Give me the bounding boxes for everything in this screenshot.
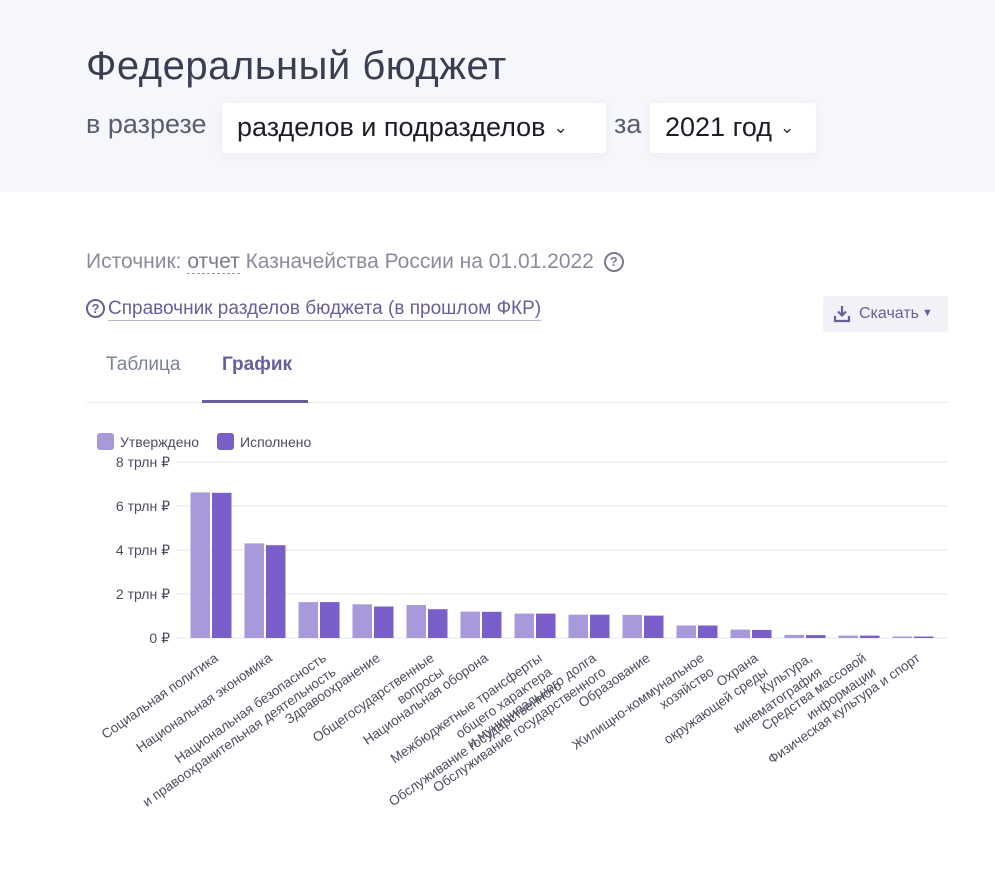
bar-approved[interactable]	[784, 634, 805, 638]
reference-link-label: Справочник разделов бюджета (в прошлом Ф…	[108, 298, 542, 321]
bar-approved[interactable]	[676, 625, 697, 639]
bar-approved[interactable]	[838, 635, 859, 638]
bar-executed[interactable]	[752, 629, 772, 638]
bar-approved[interactable]	[892, 636, 913, 639]
bar-approved[interactable]	[568, 614, 589, 638]
year-select[interactable]: 2021 год ⌄	[650, 103, 816, 153]
reference-link[interactable]: ? Справочник разделов бюджета (в прошлом …	[86, 298, 542, 321]
bar-approved[interactable]	[514, 613, 535, 638]
prefix-text: в разрезе	[86, 109, 207, 139]
y-tick-label: 4 трлн ₽	[116, 542, 170, 558]
download-icon	[833, 306, 851, 323]
bar-executed[interactable]	[860, 635, 880, 638]
year-value: 2021 год	[665, 112, 772, 142]
bar-approved[interactable]	[460, 611, 481, 638]
source-link[interactable]: отчет	[187, 250, 240, 274]
breakdown-select[interactable]: разделов и подразделов ⌄	[222, 103, 606, 153]
bar-approved[interactable]	[352, 604, 373, 638]
legend-swatch-executed[interactable]	[217, 433, 234, 450]
bar-executed[interactable]	[644, 615, 664, 638]
view-tabs: Таблица График	[86, 340, 948, 403]
header: Федеральный бюджет в разрезе разделов и …	[0, 0, 995, 192]
bar-approved[interactable]	[622, 614, 643, 638]
bar-executed[interactable]	[914, 636, 934, 639]
bar-executed[interactable]	[482, 611, 502, 638]
chevron-down-icon: ▼	[922, 307, 933, 319]
y-tick-label: 6 трлн ₽	[116, 498, 170, 514]
download-button[interactable]: Скачать ▼	[823, 296, 948, 332]
bar-approved[interactable]	[730, 629, 751, 638]
source-line: Источник: отчет Казначейства России на 0…	[86, 250, 624, 274]
bar-executed[interactable]	[266, 545, 286, 638]
y-tick-label: 8 трлн ₽	[116, 454, 170, 470]
legend-label-executed: Исполнено	[240, 434, 312, 450]
legend-label-approved: Утверждено	[120, 434, 199, 450]
chart-legend: Утверждено Исполнено	[97, 433, 312, 450]
chevron-down-icon: ⌄	[780, 118, 795, 137]
bar-approved[interactable]	[298, 602, 319, 638]
bar-executed[interactable]	[806, 635, 826, 638]
mid-text: за	[614, 109, 642, 139]
tab-chart[interactable]: График	[222, 354, 293, 375]
help-icon[interactable]: ?	[603, 252, 624, 272]
question-circle-icon: ?	[86, 299, 105, 318]
bar-executed[interactable]	[590, 614, 610, 638]
chevron-down-icon: ⌄	[553, 118, 568, 137]
legend-swatch-approved[interactable]	[97, 433, 114, 450]
bar-approved[interactable]	[190, 492, 211, 638]
bar-executed[interactable]	[212, 492, 232, 638]
bar-executed[interactable]	[428, 609, 448, 638]
bar-approved[interactable]	[406, 605, 427, 638]
active-tab-indicator	[202, 400, 308, 403]
download-label: Скачать	[859, 305, 919, 322]
tab-table[interactable]: Таблица	[106, 354, 181, 375]
bar-executed[interactable]	[698, 625, 718, 639]
breakdown-value: разделов и подразделов	[237, 112, 546, 142]
source-suffix: Казначейства России на 01.01.2022	[245, 250, 594, 273]
bar-executed[interactable]	[374, 606, 394, 639]
y-tick-label: 0 ₽	[149, 630, 170, 646]
page-title: Федеральный бюджет	[86, 44, 507, 88]
bar-executed[interactable]	[320, 602, 340, 638]
bar-approved[interactable]	[244, 543, 265, 638]
bar-executed[interactable]	[536, 613, 556, 638]
y-tick-label: 2 трлн ₽	[116, 586, 170, 602]
source-prefix: Источник:	[86, 250, 182, 273]
